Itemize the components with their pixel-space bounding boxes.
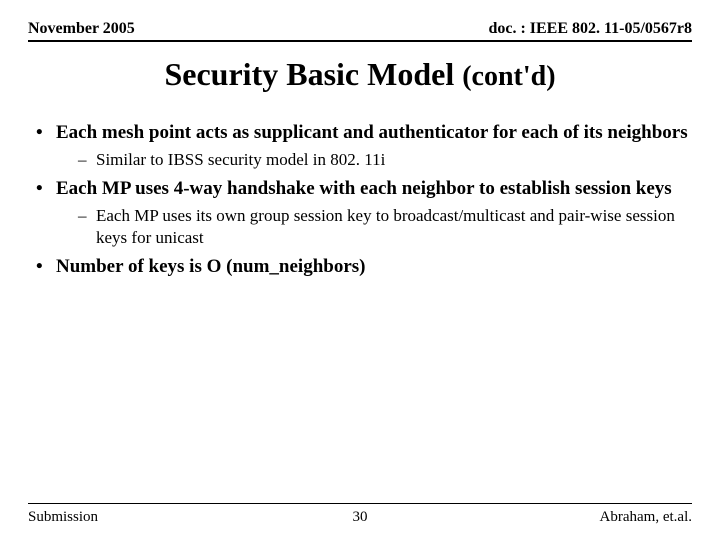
sub-bullet-list: Each MP uses its own group session key t… xyxy=(56,205,692,249)
title-sub: (cont'd) xyxy=(462,61,555,92)
footer-rule xyxy=(28,503,692,504)
footer-page-number: 30 xyxy=(353,509,368,526)
bullet-text: Number of keys is O (num_neighbors) xyxy=(56,256,365,277)
bullet-text: Each MP uses 4-way handshake with each n… xyxy=(56,178,672,199)
slide: November 2005 doc. : IEEE 802. 11-05/056… xyxy=(0,0,720,540)
header-doc-id: doc. : IEEE 802. 11-05/0567r8 xyxy=(488,20,692,38)
bullet-text: Each mesh point acts as supplicant and a… xyxy=(56,122,688,143)
title-main: Security Basic Model xyxy=(164,56,462,92)
sub-bullet-list: Similar to IBSS security model in 802. 1… xyxy=(56,149,692,171)
bullet-list: Each mesh point acts as supplicant and a… xyxy=(32,121,692,279)
footer-left: Submission xyxy=(28,509,98,526)
content-area: Each mesh point acts as supplicant and a… xyxy=(28,121,692,279)
slide-title: Security Basic Model (cont'd) xyxy=(28,56,692,93)
sub-bullet-item: Each MP uses its own group session key t… xyxy=(56,205,692,249)
sub-bullet-item: Similar to IBSS security model in 802. 1… xyxy=(56,149,692,171)
footer-row: Submission 30 Abraham, et.al. xyxy=(28,509,692,526)
header-row: November 2005 doc. : IEEE 802. 11-05/056… xyxy=(28,20,692,42)
bullet-item: Number of keys is O (num_neighbors) xyxy=(32,255,692,279)
footer-right: Abraham, et.al. xyxy=(600,509,692,526)
bullet-item: Each MP uses 4-way handshake with each n… xyxy=(32,177,692,249)
header-date: November 2005 xyxy=(28,20,135,38)
bullet-item: Each mesh point acts as supplicant and a… xyxy=(32,121,692,171)
